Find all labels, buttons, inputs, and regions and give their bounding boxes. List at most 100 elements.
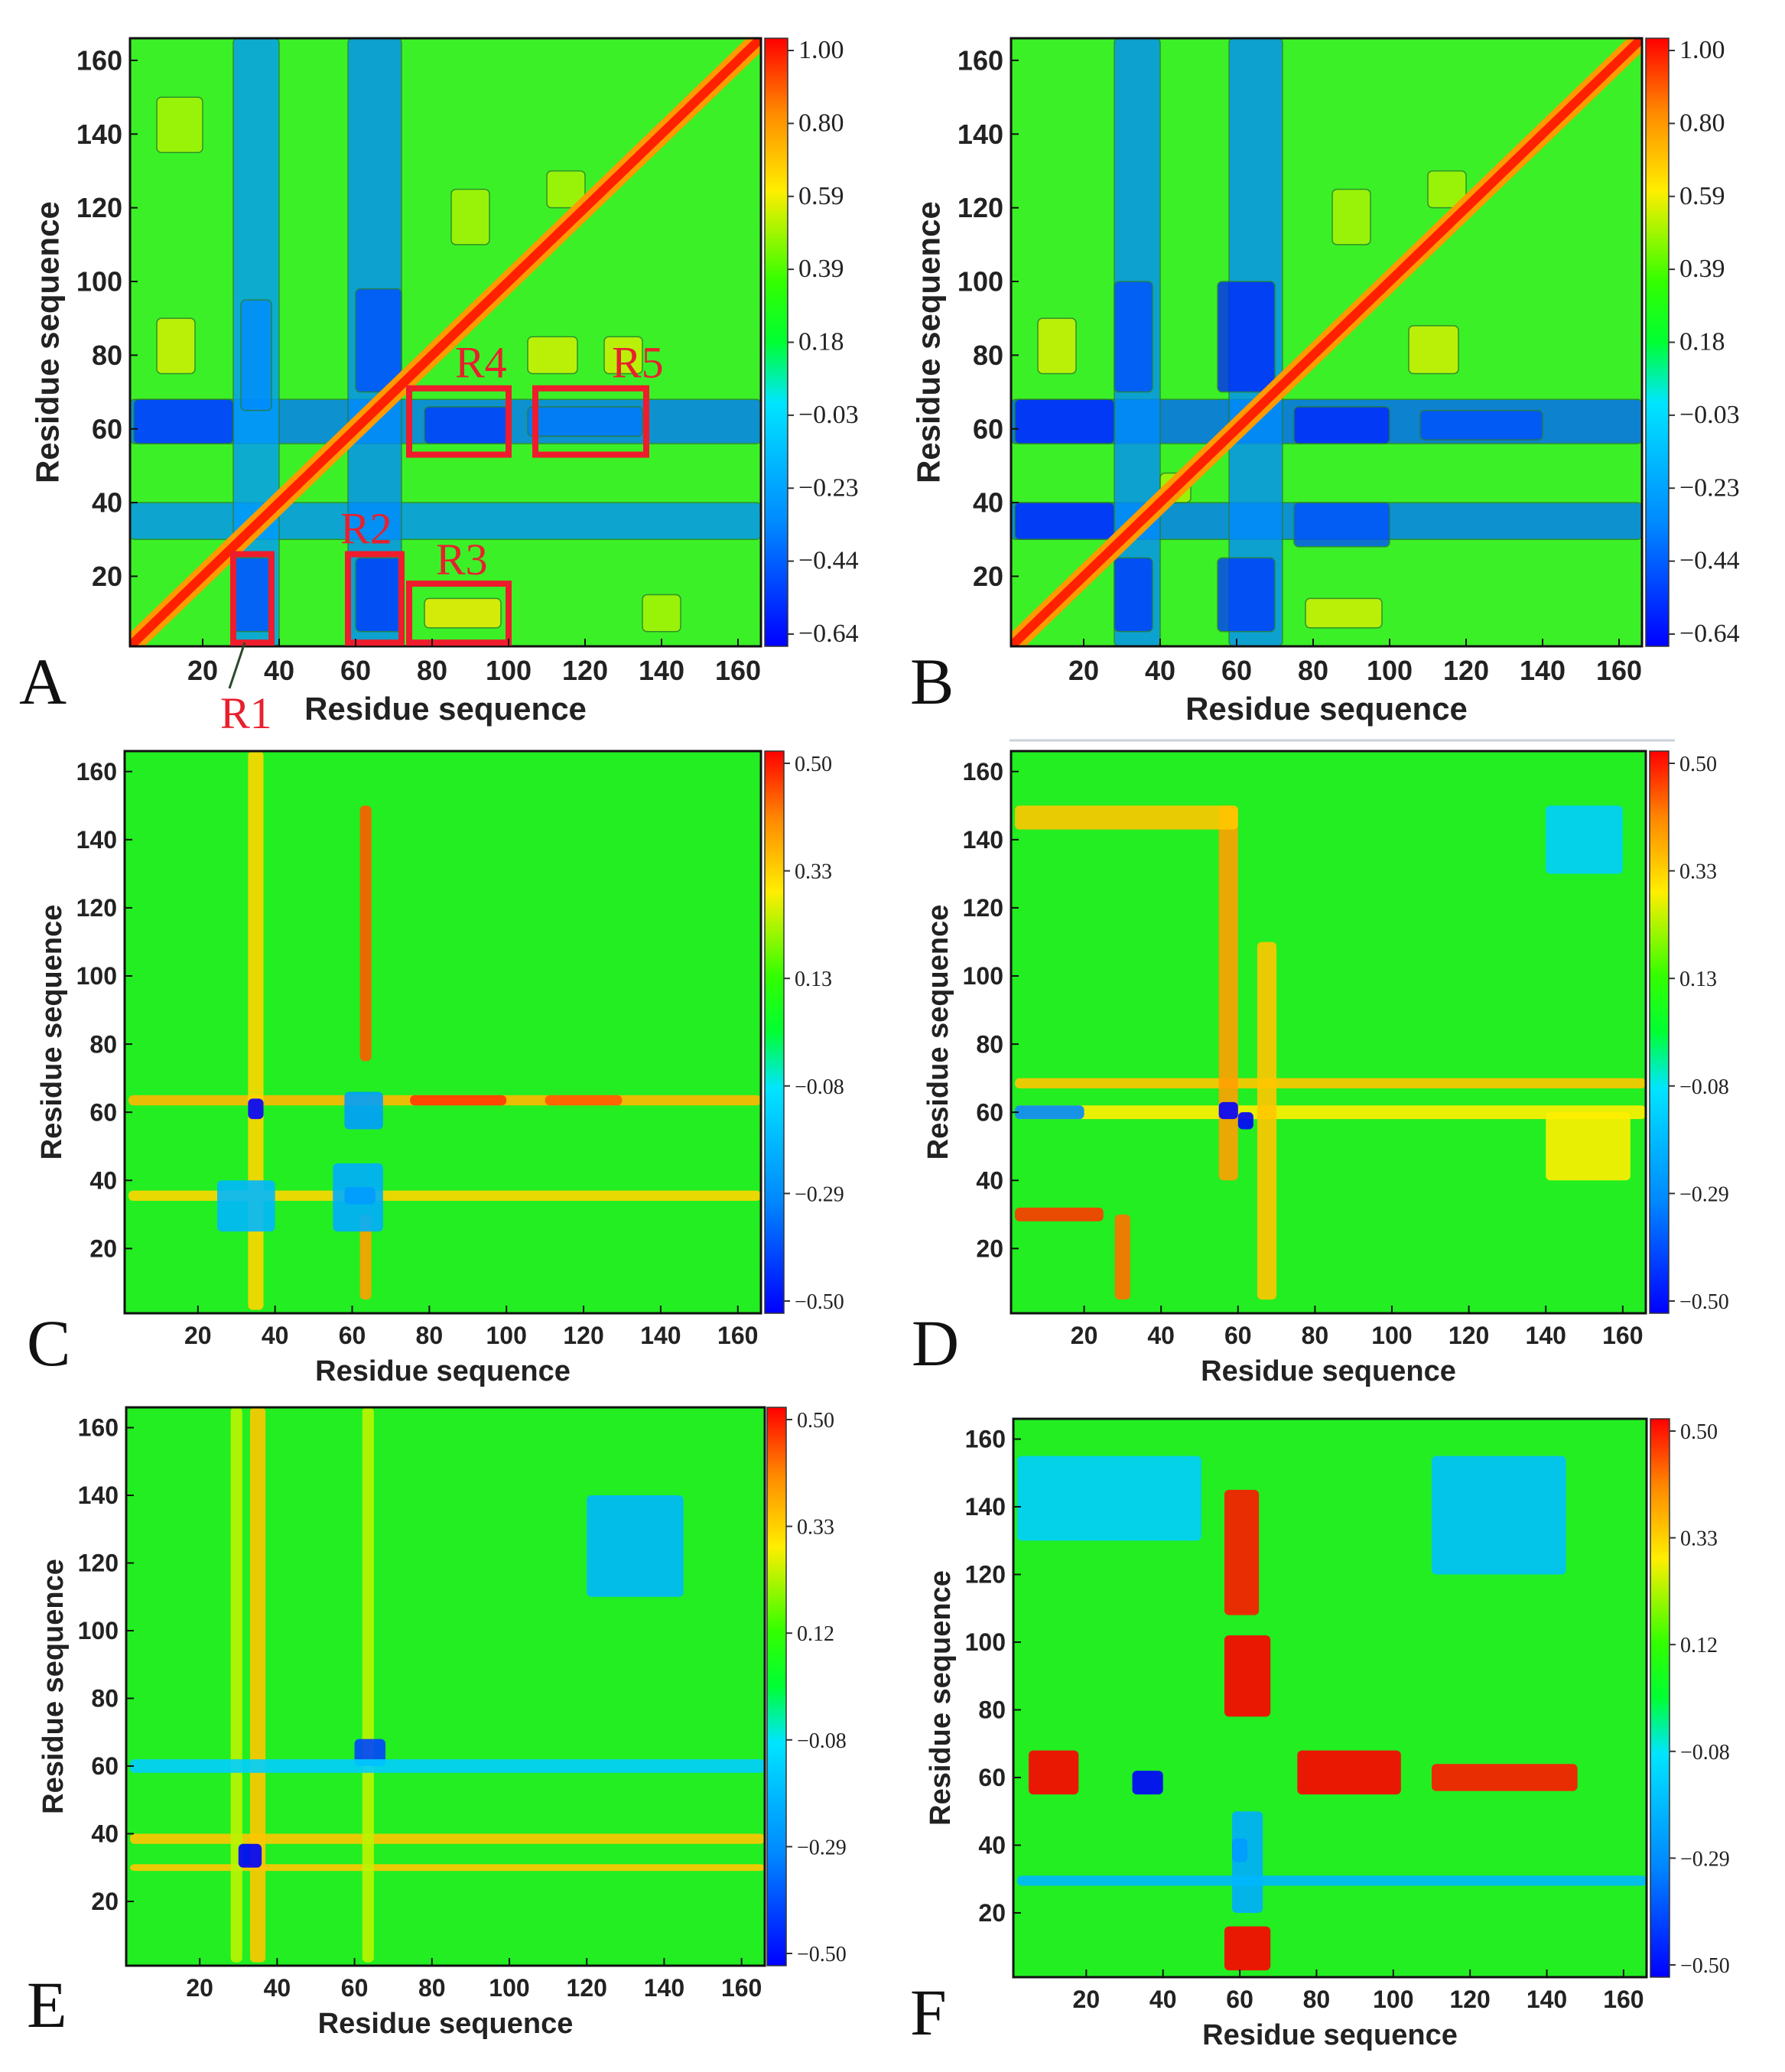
region-label-r4: R4 <box>455 338 507 388</box>
heatmap-cell <box>1015 1207 1104 1221</box>
region-box-r3 <box>406 581 512 646</box>
diagonal-line <box>1011 38 1642 646</box>
x-tick-label: 100 <box>1371 1322 1412 1349</box>
colorbar-tick-label: 0.13 <box>1679 968 1717 991</box>
y-tick-label: 140 <box>965 1493 1006 1521</box>
colorbar-tick-label: 0.18 <box>798 328 844 356</box>
panel-a: 20 40 60 80 100 120 140 160 20 40 60 80 100 120 140 160… <box>19 36 859 727</box>
y-tick-label: 100 <box>965 1628 1006 1656</box>
y-tick-label: 160 <box>963 758 1003 786</box>
y-axis-label: Residue sequence <box>922 905 954 1160</box>
colorbar-tick-label: −0.29 <box>1680 1847 1730 1871</box>
y-tick-label: 160 <box>76 45 122 76</box>
x-tick-label: 20 <box>187 655 218 686</box>
heatmap-cell <box>1014 502 1115 541</box>
heatmap-cell <box>1029 1750 1079 1795</box>
y-tick-label: 140 <box>76 119 122 150</box>
heatmap-cell <box>128 1190 761 1201</box>
heatmap-cell <box>410 1095 507 1106</box>
x-tick-label: 20 <box>1071 1322 1098 1349</box>
y-tick-label: 20 <box>973 561 1003 592</box>
colorbar-tick-label: −0.08 <box>1679 1075 1729 1099</box>
heatmap-cell <box>249 1407 266 1963</box>
y-tick-label: 140 <box>963 826 1003 854</box>
x-axis-label: Residue sequence <box>315 1355 571 1387</box>
plot-frame <box>123 750 762 1315</box>
heatmap-cell <box>1114 557 1153 633</box>
heatmap-cell <box>248 1098 264 1120</box>
panel-f: 20 40 60 80 100 120 140 160 20 40 60 80 100 120 140 160… <box>910 1417 1730 2051</box>
heatmap-cell <box>1427 170 1467 209</box>
y-tick-label: 60 <box>91 1752 119 1780</box>
x-tick-label: 140 <box>639 655 684 686</box>
heatmap-area <box>126 1407 765 1966</box>
x-tick-label: 140 <box>1527 1986 1567 2013</box>
colorbar-tick-label: −0.08 <box>1680 1741 1730 1765</box>
heatmap-cell <box>1331 188 1371 246</box>
colorbar <box>1649 750 1670 1314</box>
y-tick-label: 60 <box>973 413 1003 444</box>
heatmap-cell <box>230 1407 242 1963</box>
x-tick-label: 60 <box>1226 1986 1253 2013</box>
heatmap-cell <box>1218 805 1238 1181</box>
heatmap-cell <box>1015 805 1238 830</box>
x-tick-label: 40 <box>264 655 294 686</box>
heatmap-cell <box>1015 1078 1646 1088</box>
heatmap-cell <box>362 1407 374 1963</box>
y-tick-label: 140 <box>78 1482 119 1509</box>
heatmap-cell <box>1232 1811 1263 1913</box>
x-tick-label: 20 <box>184 1322 212 1349</box>
heatmap-cell <box>1546 1112 1631 1181</box>
colorbar-tick-label: 0.80 <box>1679 109 1725 137</box>
y-tick-label: 160 <box>76 758 117 786</box>
heatmap-area <box>125 751 761 1313</box>
y-axis-label: Residue sequence <box>37 1559 70 1814</box>
x-tick-label: 100 <box>486 1322 527 1349</box>
heatmap-cell <box>1408 325 1459 375</box>
heatmap-cell <box>642 594 681 633</box>
heatmap-cell <box>1293 406 1390 444</box>
y-tick-label: 100 <box>76 266 122 298</box>
y-tick-label: 100 <box>958 266 1003 298</box>
colorbar-tick-label: 1.00 <box>798 36 844 64</box>
y-tick-label: 80 <box>976 1030 1003 1058</box>
colorbar-tick-label: 0.13 <box>795 968 832 991</box>
x-tick-label: 160 <box>717 1322 758 1349</box>
x-tick-label: 120 <box>563 1322 603 1349</box>
y-tick-label: 100 <box>963 962 1003 990</box>
heatmap-cell <box>527 406 643 437</box>
heatmap-cell <box>130 1864 765 1872</box>
heatmap-cell <box>156 96 203 154</box>
y-axis-label: Residue sequence <box>925 1570 957 1826</box>
x-tick-label: 80 <box>417 655 447 686</box>
x-tick-label: 40 <box>1147 1322 1175 1349</box>
colorbar-tick-label: 0.59 <box>1679 182 1725 210</box>
heatmap-cell <box>527 336 578 375</box>
heatmap-cell <box>130 1833 765 1844</box>
x-tick-label: 140 <box>644 1974 684 2002</box>
heatmap-cell <box>1224 1926 1271 1971</box>
heatmap-cell <box>1114 281 1153 393</box>
heatmap-cell <box>1217 557 1276 633</box>
heatmap-cell <box>240 299 272 411</box>
heatmap-cell <box>1037 317 1077 375</box>
x-axis-label: Residue sequence <box>1201 1355 1456 1387</box>
panel-label: B <box>910 645 954 718</box>
heatmap-cell <box>1224 1635 1271 1717</box>
heatmap-cell <box>355 288 402 393</box>
y-tick-label: 20 <box>978 1899 1006 1927</box>
colorbar-tick-label: 0.50 <box>1679 753 1717 776</box>
colorbar-tick-label: 0.50 <box>1680 1420 1718 1444</box>
y-tick-label: 80 <box>91 1685 119 1713</box>
colorbar-tick-label: 0.50 <box>795 753 832 776</box>
y-axis-label: Residue sequence <box>29 201 65 483</box>
heatmap-cell <box>355 557 402 633</box>
y-tick-label: 160 <box>965 1426 1006 1453</box>
colorbar-tick-label: −0.29 <box>797 1836 847 1859</box>
colorbar-tick-label: −0.64 <box>798 620 859 648</box>
y-axis-label: Residue sequence <box>910 201 946 483</box>
colorbar-tick-label: −0.50 <box>1680 1954 1730 1978</box>
y-tick-label: 20 <box>92 561 122 592</box>
heatmap-cell <box>1297 1750 1401 1795</box>
